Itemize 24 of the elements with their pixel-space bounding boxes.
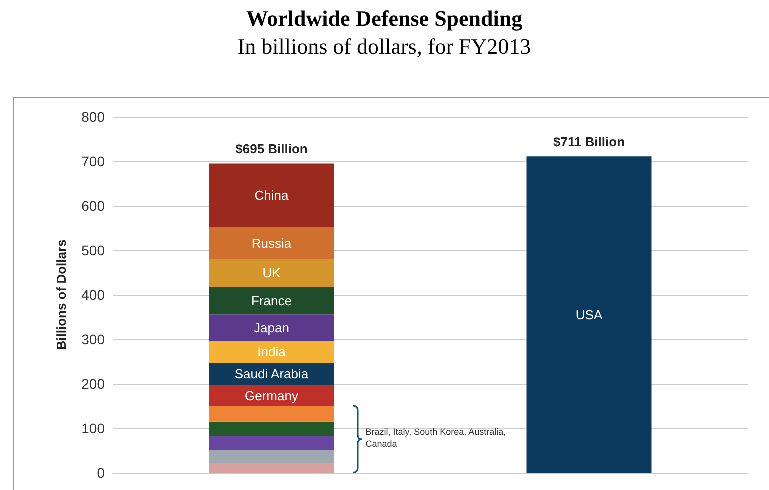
- y-tick-label: 700: [82, 154, 106, 170]
- series-label: USA: [576, 307, 603, 322]
- series-label: India: [258, 344, 287, 360]
- annotation: Brazil, Italy, South Korea, Australia, Canada: [366, 426, 508, 450]
- y-tick-label: 600: [82, 198, 106, 214]
- y-tick-label: 0: [97, 465, 106, 481]
- total-label: $711 Billion: [553, 134, 626, 150]
- series-label: UK: [262, 266, 282, 281]
- series-label: China: [254, 188, 290, 204]
- series-label: Germany: [245, 388, 299, 404]
- y-tick-label: 200: [82, 376, 106, 392]
- y-axis-title: Billions of Dollars: [54, 240, 69, 350]
- series-label: France: [252, 293, 292, 308]
- series-label: Saudi Arabia: [234, 366, 310, 382]
- chart-title: Worldwide Defense Spending: [245, 6, 524, 32]
- chart-subtitle: In billions of dollars, for FY2013: [236, 34, 532, 60]
- y-tick-label: 100: [82, 420, 106, 436]
- y-tick-label: 300: [82, 332, 106, 348]
- series-label: Japan: [254, 320, 290, 336]
- y-tick-label: 400: [82, 287, 106, 303]
- series-label: Russia: [252, 236, 292, 251]
- y-tick-label: 800: [82, 109, 106, 125]
- y-tick-label: 500: [82, 242, 106, 258]
- total-label: $695 Billion: [236, 142, 308, 157]
